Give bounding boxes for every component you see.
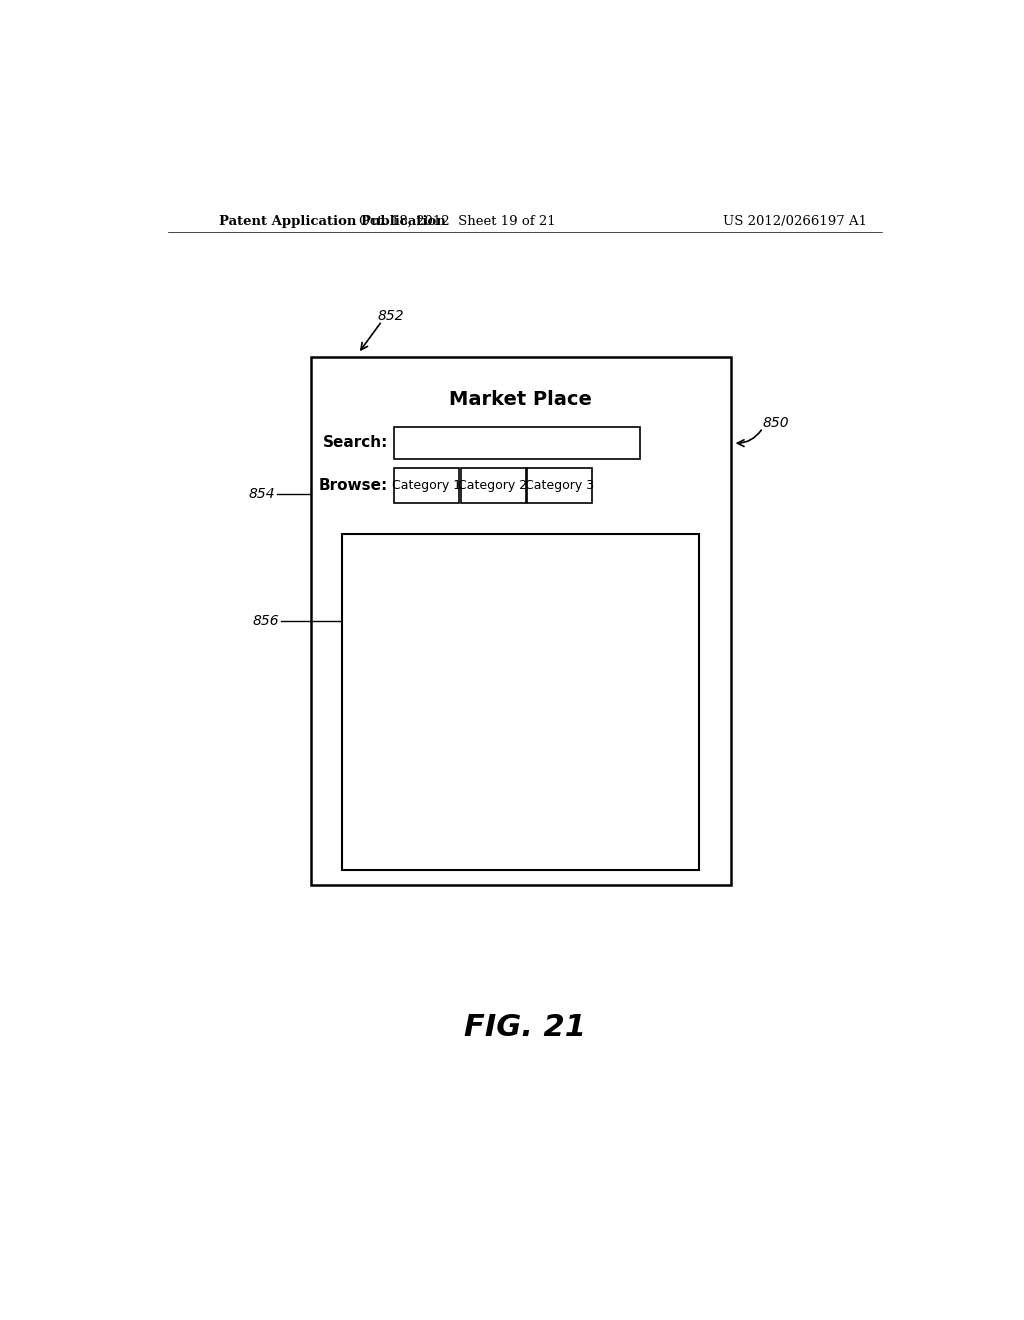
Text: Category 1: Category 1 xyxy=(392,479,461,492)
Text: FIG. 21: FIG. 21 xyxy=(464,1012,586,1041)
Bar xyxy=(342,535,699,870)
Bar xyxy=(461,469,525,503)
Text: Browse:: Browse: xyxy=(319,478,388,494)
Text: 852: 852 xyxy=(378,309,404,323)
Text: Category 2: Category 2 xyxy=(459,479,527,492)
Text: Patent Application Publication: Patent Application Publication xyxy=(219,215,446,228)
Bar xyxy=(310,356,731,886)
Text: Market Place: Market Place xyxy=(450,389,592,409)
Bar xyxy=(527,469,592,503)
Text: 854: 854 xyxy=(248,487,274,500)
Text: Search:: Search: xyxy=(323,436,388,450)
Text: 856: 856 xyxy=(252,614,279,628)
Text: Category 3: Category 3 xyxy=(525,479,594,492)
Text: US 2012/0266197 A1: US 2012/0266197 A1 xyxy=(723,215,867,228)
Bar xyxy=(394,426,640,459)
Bar xyxy=(394,469,459,503)
Text: 850: 850 xyxy=(763,416,790,430)
Text: Oct. 18, 2012  Sheet 19 of 21: Oct. 18, 2012 Sheet 19 of 21 xyxy=(359,215,556,228)
